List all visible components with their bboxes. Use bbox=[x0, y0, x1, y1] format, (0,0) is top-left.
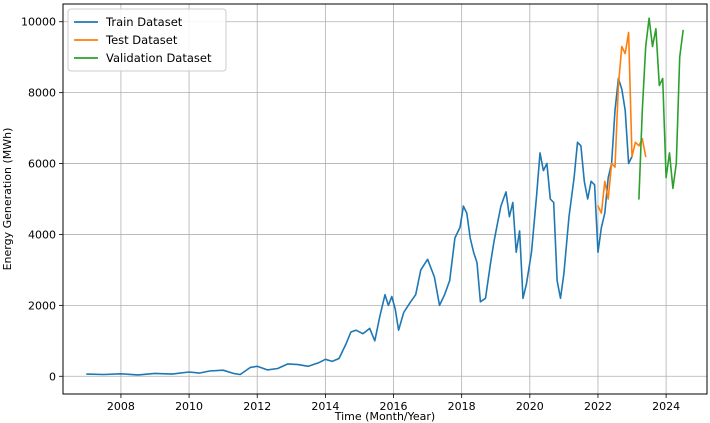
grid-lines bbox=[63, 4, 707, 394]
plot-frame bbox=[62, 3, 708, 395]
x-tick-label: 2012 bbox=[243, 400, 271, 413]
y-tick-label: 8000 bbox=[28, 87, 56, 100]
legend-box bbox=[67, 8, 227, 72]
legend: Train Dataset Test Dataset Validation Data… bbox=[67, 8, 227, 72]
series-line-test-dataset bbox=[597, 31, 647, 214]
y-tick-label: 6000 bbox=[28, 158, 56, 171]
x-tick-label: 2014 bbox=[311, 400, 339, 413]
legend-label: Train Dataset bbox=[105, 15, 183, 29]
series-line-validation-dataset bbox=[638, 17, 684, 200]
x-tick-label: 2020 bbox=[516, 400, 544, 413]
x-tick-label: 2024 bbox=[652, 400, 680, 413]
x-tick-label: 2010 bbox=[175, 400, 203, 413]
x-tick-label: 2018 bbox=[448, 400, 476, 413]
y-tick-label: 2000 bbox=[28, 299, 56, 312]
y-tick-label: 0 bbox=[49, 370, 56, 383]
x-tick-label: 2008 bbox=[107, 400, 135, 413]
x-tick-label: 2022 bbox=[584, 400, 612, 413]
series-lines bbox=[86, 17, 684, 376]
x-axis-ticks: 2008 2010 2012 2014 2016 2018 2020 2022 2024 bbox=[107, 394, 680, 413]
y-axis-label: Energy Generation (MWh) bbox=[1, 128, 14, 271]
y-axis-ticks: 0 2000 4000 6000 8000 10000 bbox=[21, 16, 63, 383]
legend-label: Test Dataset bbox=[105, 33, 178, 47]
series-line-train-dataset bbox=[86, 77, 633, 376]
y-tick-label: 4000 bbox=[28, 228, 56, 241]
legend-label: Validation Dataset bbox=[106, 51, 212, 65]
y-tick-label: 10000 bbox=[21, 16, 56, 29]
x-tick-label: 2016 bbox=[380, 400, 408, 413]
x-axis-label: Time (Month/Year) bbox=[334, 410, 435, 423]
